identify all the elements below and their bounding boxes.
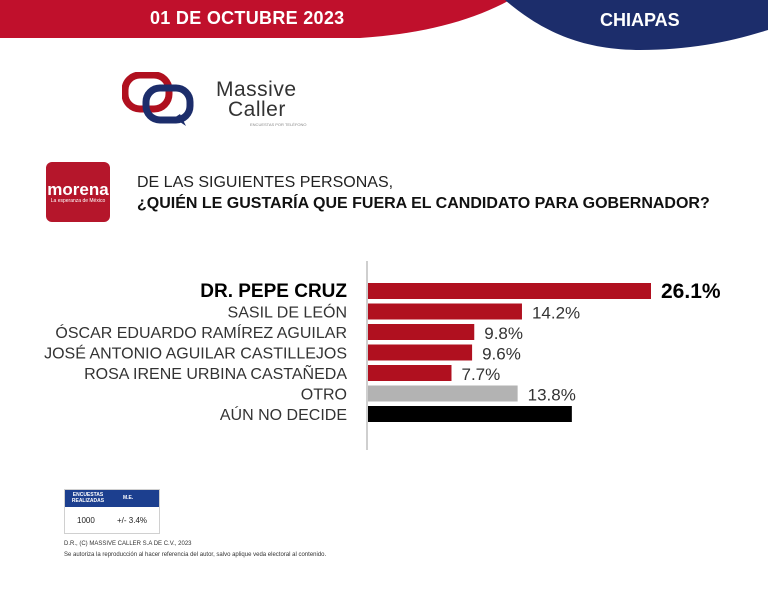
value-label: 26.1% (661, 280, 721, 303)
sample-table-header: ENCUESTAS REALIZADAS M.E. (65, 490, 159, 507)
bar (368, 365, 451, 381)
bar (368, 324, 474, 340)
value-label: 9.6% (482, 345, 521, 364)
value-label: 9.8% (484, 324, 523, 343)
state-name: CHIAPAS (600, 10, 680, 31)
sample-header-margin: M.E. (123, 495, 133, 501)
party-name: morena (46, 180, 110, 200)
category-label: DR. PEPE CRUZ (200, 281, 347, 302)
speech-bubbles-icon (122, 72, 194, 128)
sample-header-surveys: ENCUESTAS REALIZADAS (71, 492, 105, 504)
value-label: 13.8% (528, 386, 576, 405)
bar (368, 345, 472, 361)
reproduction-notice: Se autoriza la reproducción al hacer ref… (64, 552, 326, 558)
category-label: JOSÉ ANTONIO AGUILAR CASTILLEJOS (44, 344, 347, 363)
value-label: 14.2% (532, 304, 580, 323)
question-line2: ¿QUIÉN LE GUSTARÍA QUE FUERA EL CANDIDAT… (137, 195, 710, 213)
sample-value-surveys: 1000 (77, 516, 95, 525)
bar (368, 386, 518, 402)
bar (368, 283, 651, 299)
copyright-text: D.R., (C) MASSIVE CALLER S.A DE C.V., 20… (64, 541, 192, 547)
party-slogan: La esperanza de México (46, 198, 110, 204)
bar (368, 406, 572, 422)
brand-name-line2: Caller (228, 98, 286, 122)
question-line1: DE LAS SIGUIENTES PERSONAS, (137, 174, 393, 192)
category-label: ROSA IRENE URBINA CASTAÑEDA (84, 363, 347, 383)
category-label: AÚN NO DECIDE (220, 405, 347, 424)
sample-table: ENCUESTAS REALIZADAS M.E. 1000 +/- 3.4% (64, 489, 160, 534)
bar-chart: DR. PEPE CRUZ 26.1% SASIL DE LEÓN 14.2% ÓSCA… (0, 255, 768, 455)
bar (368, 304, 522, 320)
brand-tagline: ENCUESTAS POR TELÉFONO (250, 122, 307, 127)
category-label: OTRO (301, 387, 347, 404)
category-label: ÓSCAR EDUARDO RAMÍREZ AGUILAR (55, 323, 347, 342)
category-label: SASIL DE LEÓN (228, 303, 347, 322)
sample-value-margin: +/- 3.4% (117, 516, 147, 525)
report-date: 01 DE OCTUBRE 2023 (150, 8, 344, 29)
party-badge: morena La esperanza de México (46, 162, 110, 222)
value-label: 7.7% (461, 365, 500, 384)
